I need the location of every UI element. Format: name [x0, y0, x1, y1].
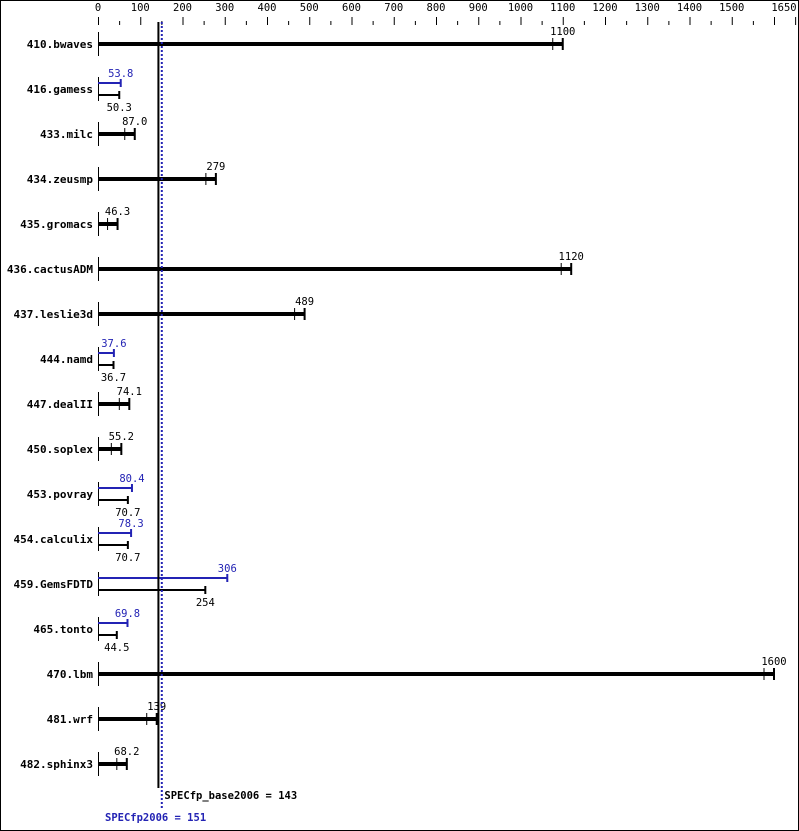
benchmark-label: 444.namd [40, 353, 93, 366]
base-value-label: 55.2 [109, 431, 134, 443]
peak-value-label: 37.6 [101, 338, 126, 350]
base-value-label: 87.0 [122, 116, 147, 128]
benchmark-row: 459.GemsFDTD 306 254 [14, 563, 237, 609]
base-value-label: 139 [147, 701, 166, 713]
benchmark-row: 416.gamess 53.8 50.3 [27, 68, 134, 114]
base-value-label: 70.7 [115, 507, 140, 519]
benchmark-row: 465.tonto 69.8 44.5 [33, 608, 140, 654]
base-value-label: 74.1 [117, 386, 142, 398]
benchmark-row: 435.gromacs 46.3 [20, 206, 130, 236]
benchmark-label: 437.leslie3d [14, 308, 93, 321]
base-value-label: 1120 [559, 251, 584, 263]
axis-tick-label: 1400 [677, 2, 702, 14]
base-value-label: 279 [206, 161, 225, 173]
base-reference-label: SPECfp_base2006 = 143 [164, 790, 297, 802]
axis-tick-label: 800 [427, 2, 446, 14]
benchmark-label: 470.lbm [47, 668, 94, 681]
benchmark-row: 454.calculix 78.3 70.7 [14, 518, 144, 564]
base-value-label: 489 [295, 296, 314, 308]
axis-tick-label: 400 [258, 2, 277, 14]
axis-tick-label: 1500 [719, 2, 744, 14]
benchmark-label: 436.cactusADM [7, 263, 93, 276]
axis-tick-label: 100 [131, 2, 150, 14]
base-value-label: 44.5 [104, 642, 129, 654]
axis-tick-label: 1650 [771, 2, 796, 14]
benchmark-row: 434.zeusmp 279 [27, 161, 225, 191]
base-value-label: 36.7 [101, 372, 126, 384]
axis-tick-label: 1300 [635, 2, 660, 14]
axis-tick-label: 0 [95, 2, 101, 14]
benchmark-row: 482.sphinx3 68.2 [20, 746, 139, 776]
benchmark-row: 447.dealII 74.1 [27, 386, 142, 416]
benchmark-label: 447.dealII [27, 398, 93, 411]
axis-tick-label: 200 [173, 2, 192, 14]
benchmark-label: 459.GemsFDTD [14, 578, 94, 591]
base-value-label: 50.3 [107, 102, 132, 114]
benchmark-label: 465.tonto [33, 623, 93, 636]
benchmark-row: 436.cactusADM 1120 [7, 251, 584, 281]
benchmark-label: 450.soplex [27, 443, 94, 456]
benchmark-row: 444.namd 37.6 36.7 [40, 338, 127, 384]
axis-tick-label: 1000 [508, 2, 533, 14]
benchmark-label: 434.zeusmp [27, 173, 94, 186]
benchmark-row: 410.bwaves 1100 [27, 26, 575, 56]
peak-reference-label: SPECfp2006 = 151 [105, 812, 206, 824]
benchmark-label: 435.gromacs [20, 218, 93, 231]
axis-tick-label: 300 [215, 2, 234, 14]
benchmark-label: 410.bwaves [27, 38, 93, 51]
benchmark-row: 481.wrf 139 [47, 701, 166, 731]
benchmark-row: 470.lbm 1600 [47, 656, 787, 686]
benchmark-row: 450.soplex 55.2 [27, 431, 134, 461]
peak-value-label: 306 [218, 563, 237, 575]
benchmark-label: 454.calculix [14, 533, 94, 546]
axis-tick-label: 500 [300, 2, 319, 14]
base-value-label: 68.2 [114, 746, 139, 758]
axis-tick-label: 700 [384, 2, 403, 14]
peak-value-label: 78.3 [118, 518, 143, 530]
benchmark-label: 453.povray [27, 488, 94, 501]
benchmark-label: 482.sphinx3 [20, 758, 93, 771]
base-value-label: 254 [196, 597, 215, 609]
axis-tick-label: 1100 [550, 2, 575, 14]
benchmark-row: 433.milc 87.0 [40, 116, 147, 146]
axis-tick-label: 1200 [592, 2, 617, 14]
peak-value-label: 69.8 [115, 608, 140, 620]
benchmark-label: 416.gamess [27, 83, 93, 96]
benchmark-row: 437.leslie3d 489 [14, 296, 314, 326]
peak-value-label: 53.8 [108, 68, 133, 80]
base-value-label: 70.7 [115, 552, 140, 564]
peak-value-label: 80.4 [119, 473, 144, 485]
benchmark-row: 453.povray 80.4 70.7 [27, 473, 145, 519]
base-value-label: 1600 [761, 656, 786, 668]
base-value-label: 1100 [550, 26, 575, 38]
benchmark-label: 481.wrf [47, 713, 93, 726]
axis-tick-label: 600 [342, 2, 361, 14]
benchmark-label: 433.milc [40, 128, 93, 141]
base-value-label: 46.3 [105, 206, 130, 218]
axis-tick-label: 900 [469, 2, 488, 14]
